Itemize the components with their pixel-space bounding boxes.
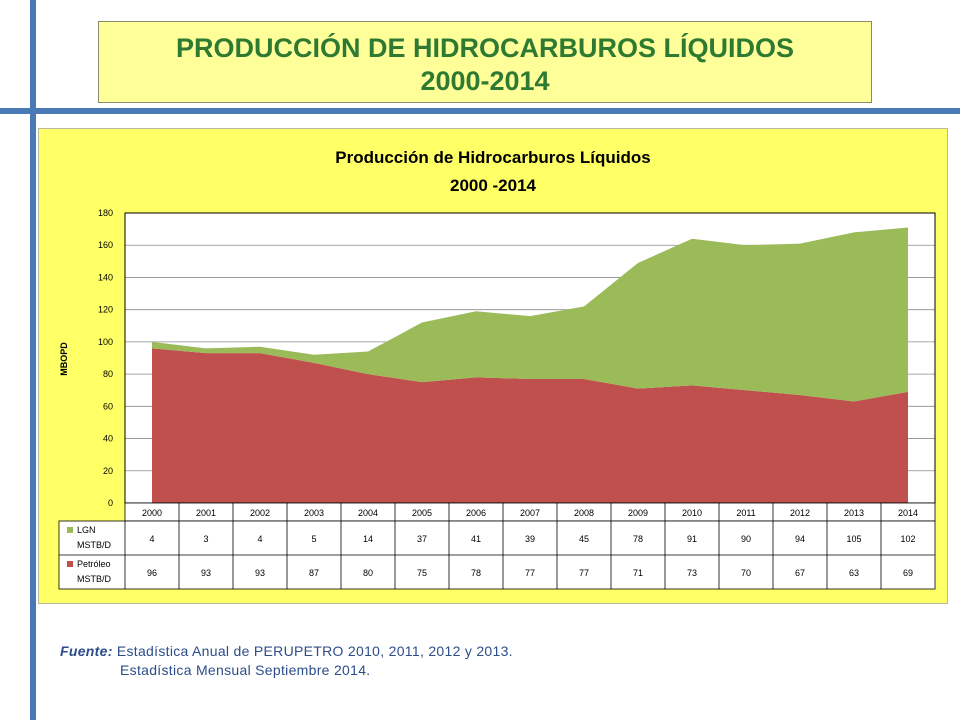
page-title: PRODUCCIÓN DE HIDROCARBUROS LÍQUIDOS [175,33,795,63]
y-tick-label: 160 [98,240,113,250]
chart-panel: Producción de Hidrocarburos Líquidos 200… [38,128,948,604]
x-tick-label: 2010 [682,508,702,518]
area-series-lgn [152,227,908,402]
plot-area: 0 20 40 60 80 100 120 140 160 180 [98,208,936,508]
y-tick-label: 40 [103,434,113,444]
data-label: 90 [741,534,751,544]
data-label: 77 [579,568,589,578]
x-tick-label: 2011 [736,508,755,518]
legend-swatch-lgn [67,527,73,533]
x-tick-label: 2001 [196,508,216,518]
data-label: 4 [149,534,154,544]
x-tick-label: 2014 [898,508,918,518]
data-label: 80 [363,568,373,578]
y-tick-label: 120 [98,305,113,315]
x-tick-label: 2003 [304,508,324,518]
data-label: 77 [525,568,535,578]
data-label: 93 [201,568,211,578]
stacked-area-chart: Producción de Hidrocarburos Líquidos 200… [58,148,936,590]
y-tick-label: 0 [108,498,113,508]
data-label: 70 [741,568,751,578]
legend-series-unit: MSTB/D [77,540,112,550]
y-tick-label: 180 [98,208,113,218]
page-title-box: PRODUCCIÓN DE HIDROCARBUROS LÍQUIDOS 200… [98,21,872,103]
y-tick-label: 60 [103,401,113,411]
y-tick-label: 80 [103,369,113,379]
data-label: 4 [257,534,262,544]
chart-subtitle: 2000 -2014 [450,176,537,195]
left-accent-bar [30,0,36,720]
data-label: 39 [525,534,535,544]
legend-series-name: LGN [77,525,96,535]
y-tick-label: 20 [103,466,113,476]
data-label: 93 [255,568,265,578]
legend-series-name: Petróleo [77,559,111,569]
data-label: 14 [363,534,373,544]
area-series-petroleo [152,348,908,503]
data-label: 67 [795,568,805,578]
y-tick-label: 100 [98,337,113,347]
data-label: 94 [795,534,805,544]
data-label: 91 [687,534,697,544]
x-tick-label: 2013 [844,508,864,518]
source-label: Fuente: [60,643,113,659]
x-tick-label: 2009 [628,508,648,518]
page-title-years: 2000-2014 [420,66,550,96]
y-axis-label: MBOPD [59,342,69,376]
header-divider-bar [0,108,960,114]
legend-series-unit: MSTB/D [77,574,112,584]
source-line-1: Estadística Anual de PERUPETRO 2010, 201… [112,643,513,659]
data-label: 69 [903,568,913,578]
data-label: 73 [687,568,697,578]
data-label: 75 [417,568,427,578]
x-tick-label: 2000 [142,508,162,518]
data-label: 5 [311,534,316,544]
data-label: 78 [633,534,643,544]
data-label: 37 [417,534,427,544]
source-line-2: Estadística Mensual Septiembre 2014. [120,662,371,678]
x-tick-label: 2007 [520,508,540,518]
x-tick-label: 2008 [574,508,594,518]
x-tick-label: 2002 [250,508,270,518]
x-tick-label: 2004 [358,508,378,518]
x-tick-label: 2012 [790,508,810,518]
data-label: 96 [147,568,157,578]
data-label: 105 [846,534,861,544]
data-label: 87 [309,568,319,578]
data-label: 41 [471,534,481,544]
data-label: 78 [471,568,481,578]
y-tick-label: 140 [98,272,113,282]
legend-swatch-petroleo [67,561,73,567]
x-tick-label: 2006 [466,508,486,518]
data-label: 102 [900,534,915,544]
data-label: 63 [849,568,859,578]
data-label: 45 [579,534,589,544]
data-table: 2000 2001 2002 2003 2004 2005 2006 2007 2008 2009… [58,502,936,590]
x-tick-label: 2005 [412,508,432,518]
data-label: 71 [633,568,643,578]
source-note: Fuente: Estadística Anual de PERUPETRO 2… [60,642,513,680]
chart-title: Producción de Hidrocarburos Líquidos [335,148,650,167]
data-label: 3 [203,534,208,544]
